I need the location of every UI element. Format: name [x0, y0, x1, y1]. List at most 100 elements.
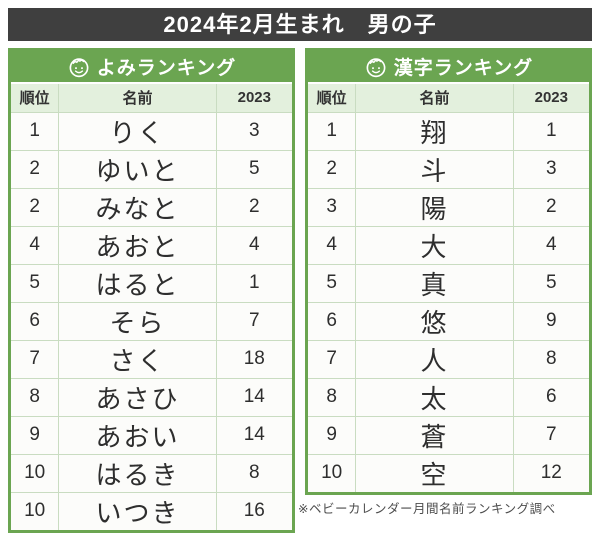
table-row: 8 あさひ 14	[11, 377, 292, 417]
table-row: 4 あおと 4	[11, 225, 292, 265]
name-cell: そら	[58, 301, 217, 341]
name-cell: さく	[58, 339, 217, 379]
prev-year-cell: 1	[215, 263, 292, 303]
table-row: 6 そら 7	[11, 301, 292, 341]
tables-row: よみランキング 順位 名前 2023 1 りく 3 2 ゆいと 5 2 みなと 2 4 あおと 4 5 は…	[8, 48, 592, 533]
name-cell: りく	[58, 111, 217, 151]
column-header-row: 順位 名前 2023	[11, 84, 292, 113]
prev-year-cell: 16	[215, 491, 292, 530]
prev-year-column-header: 2023	[512, 84, 589, 113]
rank-cell: 3	[308, 187, 357, 227]
prev-year-cell: 3	[512, 149, 589, 189]
rank-cell: 2	[11, 149, 60, 189]
rank-cell: 8	[308, 377, 357, 417]
prev-year-cell: 2	[512, 187, 589, 227]
name-cell: あおい	[58, 415, 217, 455]
prev-year-cell: 14	[215, 415, 292, 455]
table-row: 2 みなと 2	[11, 187, 292, 227]
yomi-ranking-header: よみランキング	[11, 51, 292, 84]
yomi-ranking-table: よみランキング 順位 名前 2023 1 りく 3 2 ゆいと 5 2 みなと 2 4 あおと 4 5 は…	[8, 48, 295, 533]
prev-year-cell: 9	[512, 301, 589, 341]
rank-cell: 5	[11, 263, 60, 303]
prev-year-cell: 5	[215, 149, 292, 189]
yomi-ranking-title: よみランキング	[96, 58, 237, 79]
prev-year-cell: 6	[512, 377, 589, 417]
rank-cell: 4	[308, 225, 357, 265]
prev-year-cell: 5	[512, 263, 589, 303]
rank-cell: 9	[308, 415, 357, 455]
prev-year-cell: 1	[512, 111, 589, 151]
prev-year-cell: 8	[512, 339, 589, 379]
prev-year-cell: 7	[215, 301, 292, 341]
prev-year-cell: 7	[512, 415, 589, 455]
rank-cell: 10	[308, 453, 357, 492]
name-column-header: 名前	[355, 84, 514, 113]
name-cell: 真	[355, 263, 514, 303]
rank-cell: 2	[308, 149, 357, 189]
kanji-ranking-title: 漢字ランキング	[393, 58, 534, 79]
column-header-row: 順位 名前 2023	[308, 84, 589, 113]
rank-cell: 10	[11, 491, 60, 530]
rank-cell: 6	[11, 301, 60, 341]
table-row: 10 空 12	[308, 453, 589, 492]
prev-year-column-header: 2023	[215, 84, 292, 113]
name-cell: 斗	[355, 149, 514, 189]
name-cell: 太	[355, 377, 514, 417]
rank-cell: 7	[308, 339, 357, 379]
name-cell: ゆいと	[58, 149, 217, 189]
baby-face-icon	[364, 55, 388, 79]
rank-cell: 10	[11, 453, 60, 493]
prev-year-cell: 14	[215, 377, 292, 417]
rank-cell: 8	[11, 377, 60, 417]
name-cell: あおと	[58, 225, 217, 265]
prev-year-cell: 8	[215, 453, 292, 493]
prev-year-cell: 18	[215, 339, 292, 379]
prev-year-cell: 3	[215, 111, 292, 151]
name-cell: 蒼	[355, 415, 514, 455]
yomi-ranking-column: よみランキング 順位 名前 2023 1 りく 3 2 ゆいと 5 2 みなと 2 4 あおと 4 5 は…	[8, 48, 295, 533]
rank-cell: 7	[11, 339, 60, 379]
table-row: 10 いつき 16	[11, 491, 292, 530]
rank-column-header: 順位	[308, 84, 357, 113]
rank-cell: 5	[308, 263, 357, 303]
yomi-ranking-grid: 順位 名前 2023 1 りく 3 2 ゆいと 5 2 みなと 2 4 あおと 4 5 はると 1 6 そら 7 7…	[11, 84, 292, 530]
name-cell: みなと	[58, 187, 217, 227]
rank-cell: 2	[11, 187, 60, 227]
name-cell: 翔	[355, 111, 514, 151]
name-cell: 陽	[355, 187, 514, 227]
name-cell: 人	[355, 339, 514, 379]
table-row: 5 はると 1	[11, 263, 292, 303]
table-row: 1 りく 3	[11, 111, 292, 151]
name-cell: いつき	[58, 491, 217, 530]
name-cell: はるき	[58, 453, 217, 493]
rank-cell: 1	[11, 111, 60, 151]
kanji-ranking-grid: 順位 名前 2023 1 翔 1 2 斗 3 3 陽 2 4 大 4 5 真 5 6 悠 9 7 人 8 8 太 6 9 蒼 7 10…	[308, 84, 589, 492]
baby-face-icon	[67, 55, 91, 79]
prev-year-cell: 12	[512, 453, 589, 492]
kanji-ranking-header: 漢字ランキング	[308, 51, 589, 84]
source-footnote: ※ベビーカレンダー月間名前ランキング調べ	[298, 501, 556, 516]
name-cell: 悠	[355, 301, 514, 341]
prev-year-cell: 4	[512, 225, 589, 265]
name-cell: 大	[355, 225, 514, 265]
name-column-header: 名前	[58, 84, 217, 113]
name-cell: あさひ	[58, 377, 217, 417]
page-title: 2024年2月生まれ 男の子	[8, 8, 592, 41]
rank-cell: 9	[11, 415, 60, 455]
table-row: 2 ゆいと 5	[11, 149, 292, 189]
table-row: 10 はるき 8	[11, 453, 292, 493]
prev-year-cell: 2	[215, 187, 292, 227]
table-row: 9 あおい 14	[11, 415, 292, 455]
